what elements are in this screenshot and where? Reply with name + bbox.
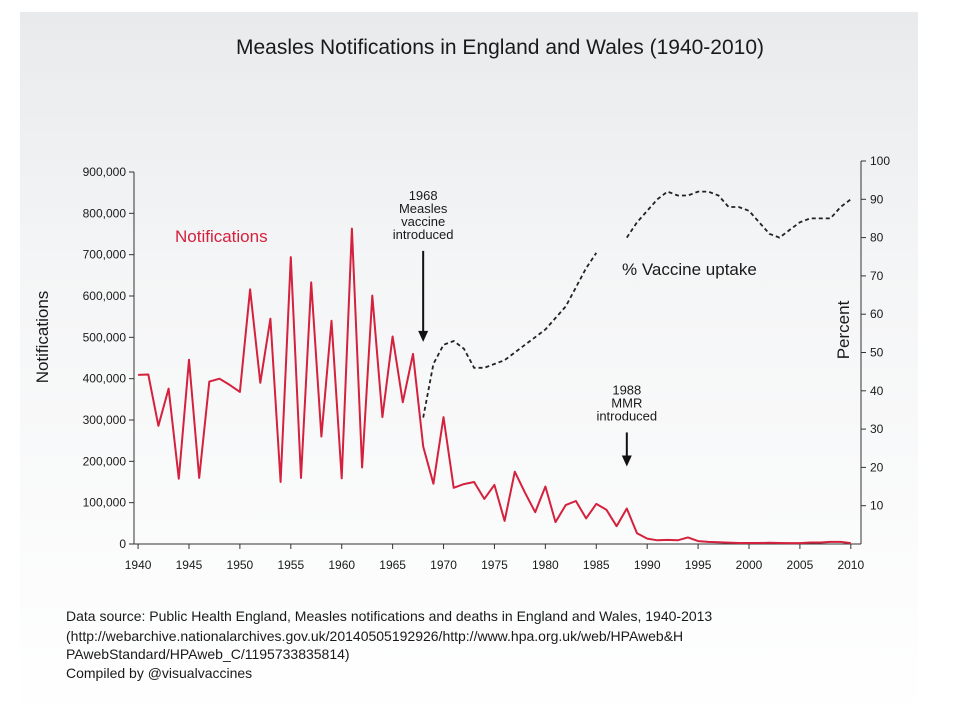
annotation-text-mmr-1988: introduced	[596, 408, 657, 423]
right-axis-tick-label: 100	[870, 154, 890, 168]
left-axis-tick-label: 500,000	[83, 330, 127, 344]
x-axis-tick-label: 1950	[227, 558, 254, 572]
right-axis-tick-label: 10	[870, 499, 884, 513]
source-line-2: (http://webarchive.nationalarchives.gov.…	[66, 628, 683, 644]
notifications-line	[138, 227, 851, 545]
annotation-text-mmr-1988: 1988	[612, 382, 641, 397]
annotation-arrow-head-vaccine-1968	[418, 330, 429, 342]
annotation-text-vaccine-1968: Measles	[399, 201, 448, 216]
annotation-arrow-head-mmr-1988	[621, 455, 632, 467]
right-axis-title: Percent	[834, 300, 853, 359]
x-axis-tick-label: 1960	[328, 558, 355, 572]
chart-panel	[20, 12, 918, 720]
x-axis-tick-label: 2005	[787, 558, 814, 572]
source-line-4: Compiled by @visualvaccines	[66, 665, 252, 681]
x-axis-tick-label: 1970	[430, 558, 457, 572]
annotation-text-vaccine-1968: vaccine	[401, 214, 445, 229]
x-axis-tick-label: 1995	[685, 558, 712, 572]
left-axis-tick-label: 600,000	[83, 289, 127, 303]
x-axis-tick-label: 1945	[176, 558, 203, 572]
left-axis-tick-label: 400,000	[83, 372, 127, 386]
x-axis-tick-label: 1975	[481, 558, 508, 572]
right-axis-tick-label: 90	[870, 192, 884, 206]
chart-title: Measles Notifications in England and Wal…	[236, 36, 764, 59]
left-axis-tick-label: 0	[119, 537, 126, 551]
right-axis-tick-label: 30	[870, 422, 884, 436]
x-axis-tick-label: 1965	[379, 558, 406, 572]
left-axis-tick-label: 800,000	[83, 206, 127, 220]
vaccine-uptake-line	[422, 252, 598, 418]
x-axis-tick-label: 1990	[634, 558, 661, 572]
left-axis-tick-label: 200,000	[83, 454, 127, 468]
x-axis-tick-label: 1985	[583, 558, 610, 572]
x-axis-tick-label: 1955	[277, 558, 304, 572]
left-axis-tick-label: 700,000	[83, 248, 127, 262]
x-axis-tick-label: 2000	[736, 558, 763, 572]
x-axis-tick-label: 1940	[125, 558, 152, 572]
right-axis-tick-label: 40	[870, 384, 884, 398]
right-axis-tick-label: 50	[870, 346, 884, 360]
left-axis-tick-label: 900,000	[83, 165, 127, 179]
x-axis-tick-label: 1980	[532, 558, 559, 572]
legend-notifications: Notifications	[175, 227, 268, 246]
right-axis-tick-label: 70	[870, 269, 884, 283]
left-axis-tick-label: 100,000	[83, 496, 127, 510]
vaccine-uptake-line	[626, 190, 852, 239]
right-axis-tick-label: 20	[870, 460, 884, 474]
source-line-3: PAwebStandard/HPAweb_C/1195733835814)	[66, 646, 350, 662]
plot-area: 0 100,000 200,000 300,000 400,000 500,000 600,…	[83, 154, 891, 572]
left-axis-tick-label: 300,000	[83, 413, 127, 427]
right-axis-tick-label: 80	[870, 231, 884, 245]
source-line-1: Data source: Public Health England, Meas…	[66, 608, 712, 624]
x-axis-tick-label: 2010	[837, 558, 864, 572]
annotation-text-vaccine-1968: 1968	[409, 188, 438, 203]
annotation-text-vaccine-1968: introduced	[393, 227, 454, 242]
left-axis-title: Notifications	[33, 291, 52, 384]
right-axis-tick-label: 60	[870, 307, 884, 321]
annotation-text-mmr-1988: MMR	[611, 395, 642, 410]
legend-vaccine-uptake: % Vaccine uptake	[622, 260, 757, 279]
